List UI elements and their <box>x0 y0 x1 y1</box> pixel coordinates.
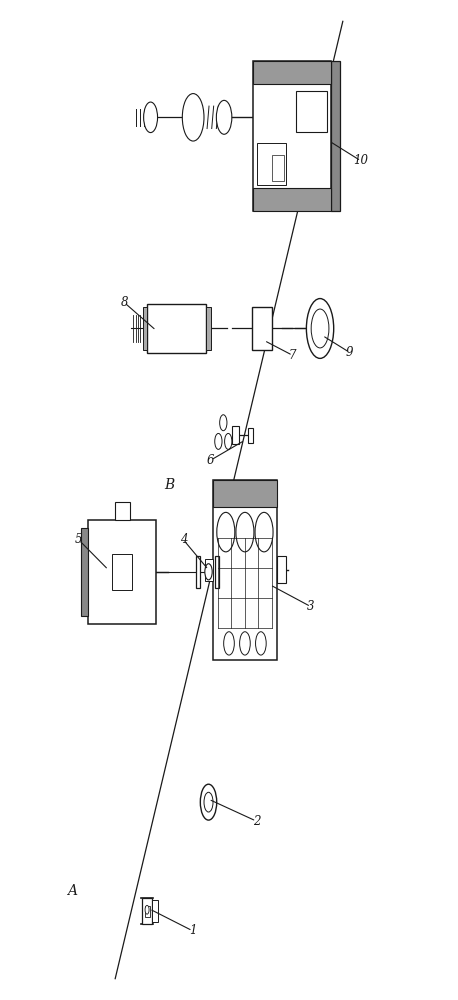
Text: 10: 10 <box>354 154 369 167</box>
Circle shape <box>215 433 222 449</box>
Text: 1: 1 <box>189 924 196 937</box>
FancyBboxPatch shape <box>273 155 284 181</box>
Circle shape <box>236 512 254 552</box>
Text: 8: 8 <box>120 296 128 309</box>
Circle shape <box>256 632 266 655</box>
FancyBboxPatch shape <box>248 428 253 443</box>
FancyBboxPatch shape <box>142 898 152 924</box>
FancyBboxPatch shape <box>277 556 286 583</box>
FancyBboxPatch shape <box>147 304 206 353</box>
Circle shape <box>216 100 232 134</box>
Circle shape <box>145 905 149 914</box>
FancyBboxPatch shape <box>213 480 277 660</box>
Text: A: A <box>67 884 77 898</box>
Circle shape <box>224 433 232 449</box>
FancyBboxPatch shape <box>215 556 219 588</box>
Text: 4: 4 <box>180 533 187 546</box>
Circle shape <box>311 309 329 348</box>
Circle shape <box>200 784 217 820</box>
FancyBboxPatch shape <box>331 61 340 211</box>
FancyBboxPatch shape <box>142 307 147 350</box>
FancyBboxPatch shape <box>205 559 213 581</box>
FancyBboxPatch shape <box>196 556 200 588</box>
FancyBboxPatch shape <box>88 520 156 624</box>
Circle shape <box>240 632 250 655</box>
FancyBboxPatch shape <box>145 906 150 917</box>
Text: 6: 6 <box>207 454 214 467</box>
Text: 3: 3 <box>307 600 315 613</box>
Circle shape <box>204 792 213 812</box>
FancyBboxPatch shape <box>296 91 327 132</box>
FancyBboxPatch shape <box>253 61 331 211</box>
Text: 5: 5 <box>75 533 82 546</box>
FancyBboxPatch shape <box>232 426 239 444</box>
FancyBboxPatch shape <box>252 307 272 350</box>
Circle shape <box>306 299 334 358</box>
Circle shape <box>144 102 158 133</box>
Text: 9: 9 <box>346 346 354 359</box>
FancyBboxPatch shape <box>253 61 331 84</box>
FancyBboxPatch shape <box>257 143 286 185</box>
Circle shape <box>220 415 227 431</box>
Text: B: B <box>165 478 175 492</box>
Circle shape <box>182 94 204 141</box>
FancyBboxPatch shape <box>152 900 158 922</box>
Text: 2: 2 <box>252 815 260 828</box>
FancyBboxPatch shape <box>213 480 277 507</box>
Text: 7: 7 <box>289 349 296 362</box>
Circle shape <box>224 632 234 655</box>
FancyBboxPatch shape <box>81 528 88 616</box>
Circle shape <box>205 564 212 580</box>
Circle shape <box>217 512 235 552</box>
FancyBboxPatch shape <box>114 502 130 520</box>
FancyBboxPatch shape <box>206 307 211 350</box>
FancyBboxPatch shape <box>112 554 132 590</box>
FancyBboxPatch shape <box>253 188 331 211</box>
Circle shape <box>255 512 273 552</box>
